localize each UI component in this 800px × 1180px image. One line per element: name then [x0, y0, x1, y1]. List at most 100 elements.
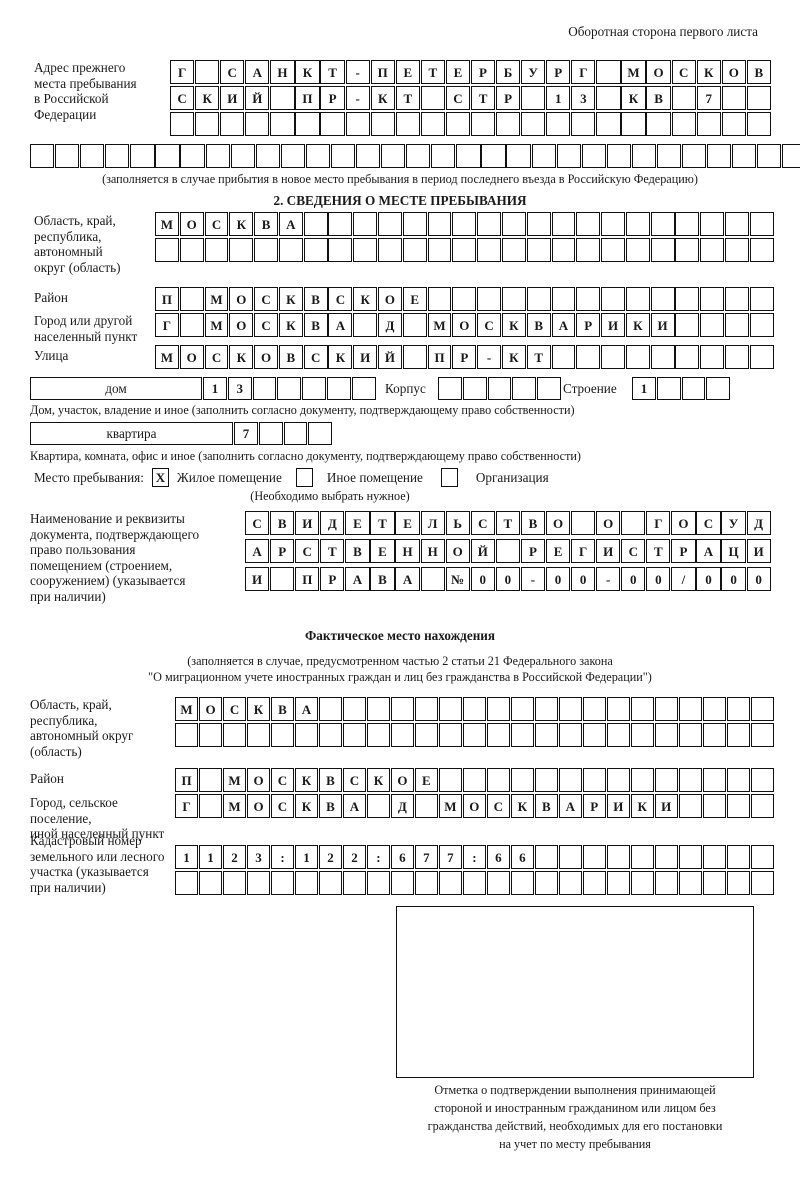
form-cell[interactable] — [105, 144, 130, 168]
form-cell[interactable] — [537, 377, 562, 400]
form-cell[interactable]: Е — [370, 539, 395, 563]
form-cell[interactable] — [353, 313, 378, 337]
form-cell[interactable]: М — [175, 697, 199, 721]
form-cell[interactable] — [596, 60, 621, 84]
form-cell[interactable] — [320, 112, 345, 136]
form-cell[interactable]: 6 — [390, 845, 414, 869]
form-cell[interactable] — [702, 723, 726, 747]
form-cell[interactable]: Т — [395, 86, 420, 110]
stroenie-cells[interactable]: 1 — [632, 377, 731, 400]
form-cell[interactable]: С — [328, 287, 353, 311]
section2-region-row-2[interactable] — [155, 238, 775, 262]
korpus-cells[interactable] — [438, 377, 562, 400]
form-cell[interactable]: Р — [270, 539, 295, 563]
form-cell[interactable] — [305, 144, 331, 168]
form-cell[interactable] — [700, 313, 725, 337]
form-cell[interactable]: Й — [378, 345, 402, 369]
form-cell[interactable]: В — [646, 86, 671, 110]
form-cell[interactable]: В — [370, 567, 395, 591]
form-cell[interactable] — [558, 723, 582, 747]
form-cell[interactable]: 0 — [495, 567, 520, 591]
form-cell[interactable] — [501, 212, 526, 236]
form-cell[interactable] — [303, 212, 328, 236]
form-cell[interactable]: С — [696, 511, 721, 535]
form-cell[interactable]: Д — [390, 794, 414, 818]
form-cell[interactable]: У — [521, 60, 546, 84]
form-cell[interactable] — [370, 112, 395, 136]
form-cell[interactable] — [534, 871, 558, 895]
form-cell[interactable] — [195, 60, 220, 84]
form-cell[interactable] — [700, 287, 725, 311]
form-cell[interactable]: Т — [320, 60, 345, 84]
form-cell[interactable]: С — [621, 539, 646, 563]
form-cell[interactable]: Г — [571, 60, 596, 84]
form-cell[interactable] — [278, 238, 303, 262]
form-cell[interactable] — [724, 287, 749, 311]
form-cell[interactable] — [596, 112, 621, 136]
form-cell[interactable] — [462, 768, 486, 792]
form-cell[interactable]: И — [654, 794, 678, 818]
form-cell[interactable] — [650, 238, 675, 262]
form-cell[interactable]: Е — [414, 768, 438, 792]
form-cell[interactable]: Д — [378, 313, 402, 337]
form-cell[interactable] — [621, 511, 646, 535]
form-cell[interactable]: В — [303, 313, 328, 337]
form-cell[interactable] — [427, 287, 452, 311]
form-cell[interactable]: С — [477, 313, 502, 337]
form-cell[interactable]: : — [366, 845, 390, 869]
form-cell[interactable] — [452, 212, 477, 236]
form-cell[interactable] — [456, 144, 481, 168]
form-cell[interactable] — [318, 871, 342, 895]
form-cell[interactable] — [390, 723, 414, 747]
form-cell[interactable] — [654, 845, 678, 869]
form-cell[interactable]: М — [438, 794, 462, 818]
form-cell[interactable]: Е — [402, 287, 427, 311]
form-cell[interactable]: С — [204, 212, 229, 236]
form-cell[interactable]: Е — [345, 511, 370, 535]
form-cell[interactable] — [438, 871, 462, 895]
form-cell[interactable]: О — [179, 345, 204, 369]
form-cell[interactable] — [195, 112, 220, 136]
form-cell[interactable]: К — [501, 313, 526, 337]
form-cell[interactable]: 1 — [175, 845, 199, 869]
form-cell[interactable]: Й — [470, 539, 495, 563]
form-cell[interactable] — [366, 723, 390, 747]
form-cell[interactable] — [130, 144, 155, 168]
form-cell[interactable] — [606, 144, 631, 168]
form-cell[interactable] — [356, 144, 381, 168]
form-cell[interactable] — [746, 86, 771, 110]
form-cell[interactable] — [646, 112, 671, 136]
form-cell[interactable]: В — [270, 511, 295, 535]
form-cell[interactable]: К — [353, 287, 378, 311]
form-cell[interactable] — [531, 144, 556, 168]
form-cell[interactable] — [675, 345, 700, 369]
form-cell[interactable]: О — [246, 794, 271, 818]
form-cell[interactable]: П — [370, 60, 395, 84]
form-cell[interactable]: : — [270, 845, 295, 869]
checkbox-inoe[interactable] — [295, 468, 313, 487]
form-cell[interactable] — [558, 768, 582, 792]
form-cell[interactable] — [246, 723, 271, 747]
form-cell[interactable] — [558, 845, 582, 869]
form-cell[interactable] — [571, 112, 596, 136]
prev-address-row-3[interactable] — [170, 112, 772, 136]
form-cell[interactable]: Е — [395, 511, 420, 535]
form-cell[interactable] — [678, 794, 702, 818]
form-cell[interactable] — [180, 144, 205, 168]
form-cell[interactable] — [486, 768, 510, 792]
form-cell[interactable] — [270, 86, 295, 110]
form-cell[interactable] — [330, 144, 356, 168]
form-cell[interactable]: Т — [320, 539, 345, 563]
form-cell[interactable]: Р — [470, 60, 496, 84]
form-cell[interactable] — [678, 697, 702, 721]
form-cell[interactable] — [414, 871, 438, 895]
form-cell[interactable] — [342, 723, 366, 747]
form-cell[interactable]: С — [270, 794, 295, 818]
form-cell[interactable]: В — [318, 768, 342, 792]
form-cell[interactable] — [606, 723, 630, 747]
form-cell[interactable] — [654, 723, 678, 747]
form-cell[interactable] — [656, 144, 682, 168]
form-cell[interactable]: Е — [395, 60, 420, 84]
